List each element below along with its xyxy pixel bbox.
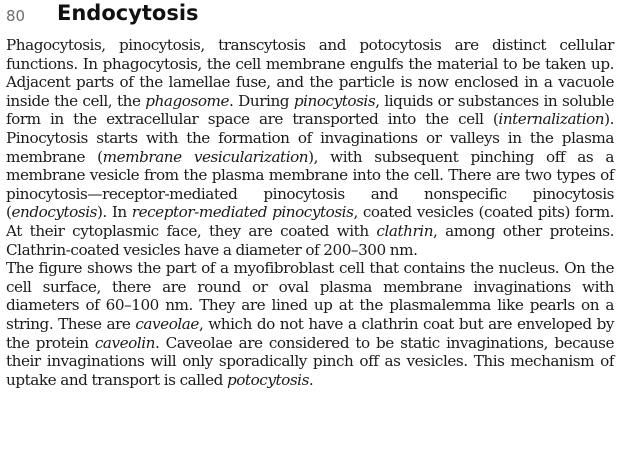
text-segment: . Caveolae are considered to be static i…: [6, 333, 615, 389]
text-segment: .: [308, 370, 314, 389]
text-segment: , coated vesicles (coated pits) form. At…: [6, 203, 615, 240]
term-phagosome: phagosome: [145, 91, 229, 110]
term-potocytosis: potocytosis: [226, 370, 309, 389]
term-membrane-vesicularization: membrane vesicularization: [102, 147, 309, 166]
body-text: Phagocytosis, pinocytosis, transcytosis …: [6, 36, 614, 389]
term-pinocytosis: pinocytosis: [293, 91, 376, 110]
page-title: Endocytosis: [57, 1, 199, 25]
text-segment: , among other proteins. Clathrin-coated …: [6, 221, 614, 259]
paragraph-1: Phagocytosis, pinocytosis, transcytosis …: [6, 36, 614, 259]
term-caveolae: caveolae: [135, 314, 199, 333]
term-receptor-mediated-pinocytosis: receptor-mediated pinocytosis: [131, 203, 354, 222]
page-number: 80: [6, 7, 26, 25]
text-segment: The figure shows the part of a myofibrob…: [6, 259, 614, 333]
text-segment: Phagocytosis, pinocytosis, transcytosis …: [6, 36, 614, 110]
term-internalization: internalization: [498, 110, 605, 129]
term-caveolin: caveolin: [94, 333, 156, 352]
text-segment: . During: [229, 91, 294, 110]
term-clathrin: clathrin: [376, 221, 434, 240]
text-segment: ). Pinocytosis starts with the formation…: [6, 110, 614, 166]
text-segment: ), with subsequent pinching off as a mem…: [6, 147, 614, 222]
text-segment: ). In: [96, 203, 132, 222]
text-segment: , which do not have a clathrin coat but …: [6, 314, 614, 352]
term-endocytosis: endocytosis: [11, 203, 97, 222]
page-header: 80 Endocytosis: [6, 0, 614, 32]
text-segment: , liquids or substances in soluble form …: [6, 91, 615, 129]
paragraph-2: The figure shows the part of a myofibrob…: [6, 259, 614, 389]
page: 80 Endocytosis Phagocytosis, pinocytosis…: [6, 0, 614, 449]
